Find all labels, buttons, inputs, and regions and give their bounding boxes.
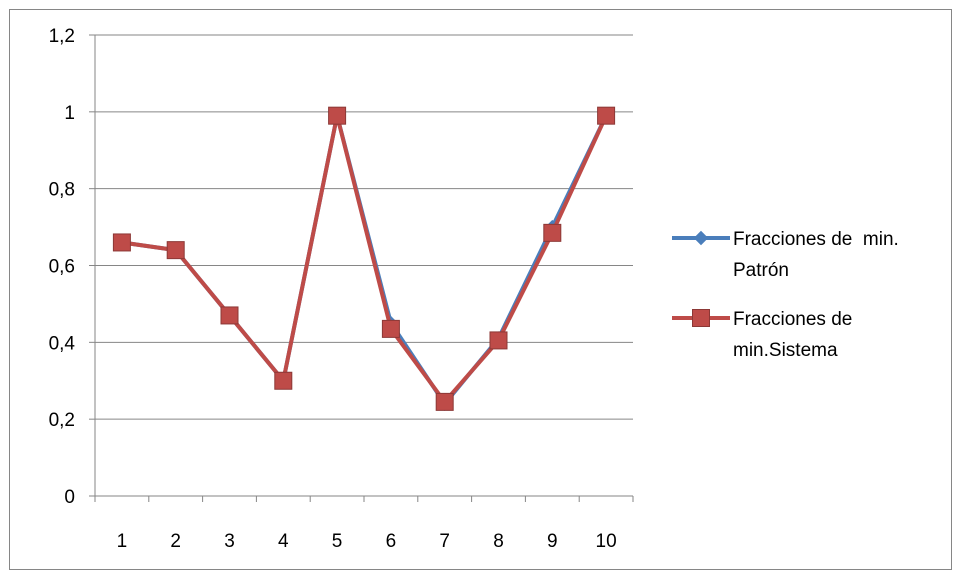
data-point (220, 306, 239, 325)
series-2 (112, 106, 616, 411)
axes (89, 34, 634, 502)
x-tick-label: 8 (493, 531, 504, 552)
data-point (274, 371, 293, 390)
data-point (328, 106, 347, 125)
x-tick-label: 3 (224, 531, 235, 552)
x-tick-label: 6 (386, 531, 397, 552)
data-point (381, 319, 400, 338)
legend-label: Patrón (733, 260, 789, 281)
legend-label: Fracciones de (733, 309, 852, 330)
data-point (166, 241, 185, 260)
y-tick-label: 0,8 (49, 180, 75, 201)
y-tick-label: 0,2 (49, 410, 75, 431)
x-tick-label: 7 (439, 531, 450, 552)
x-tick-label: 5 (332, 531, 343, 552)
x-tick-labels: 1 2 3 4 5 6 7 8 9 10 (117, 531, 617, 552)
legend: Fracciones de min. Patrón Fracciones de min… (672, 229, 899, 361)
gridlines (95, 34, 633, 420)
series-line (119, 113, 609, 406)
x-tick-label: 10 (596, 531, 617, 552)
data-point (543, 223, 562, 242)
x-tick-label: 4 (278, 531, 289, 552)
legend-item-1: Fracciones de min. Patrón (672, 229, 899, 281)
series-group (112, 106, 616, 412)
data-point (112, 233, 131, 252)
y-tick-label: 1 (64, 103, 75, 124)
data-point (597, 106, 616, 125)
y-tick-label: 0,4 (49, 333, 76, 354)
x-tick-label: 9 (547, 531, 558, 552)
legend-swatch-marker (693, 230, 709, 246)
data-point (435, 392, 454, 411)
y-tick-label: 1,2 (49, 26, 75, 47)
y-tick-label: 0 (64, 487, 75, 508)
chart-frame (9, 9, 952, 570)
y-tick-label: 0,6 (49, 257, 75, 278)
series-line (119, 113, 609, 404)
data-point (489, 331, 508, 350)
x-tick-label: 1 (117, 531, 128, 552)
legend-label: Fracciones de min. (733, 229, 899, 250)
y-tick-labels: 0 0,2 0,4 0,6 0,8 1 1,2 (49, 26, 76, 508)
legend-swatch-marker (692, 309, 710, 327)
legend-label: min.Sistema (733, 340, 838, 361)
legend-item-2: Fracciones de min.Sistema (672, 309, 852, 361)
x-tick-label: 2 (170, 531, 181, 552)
